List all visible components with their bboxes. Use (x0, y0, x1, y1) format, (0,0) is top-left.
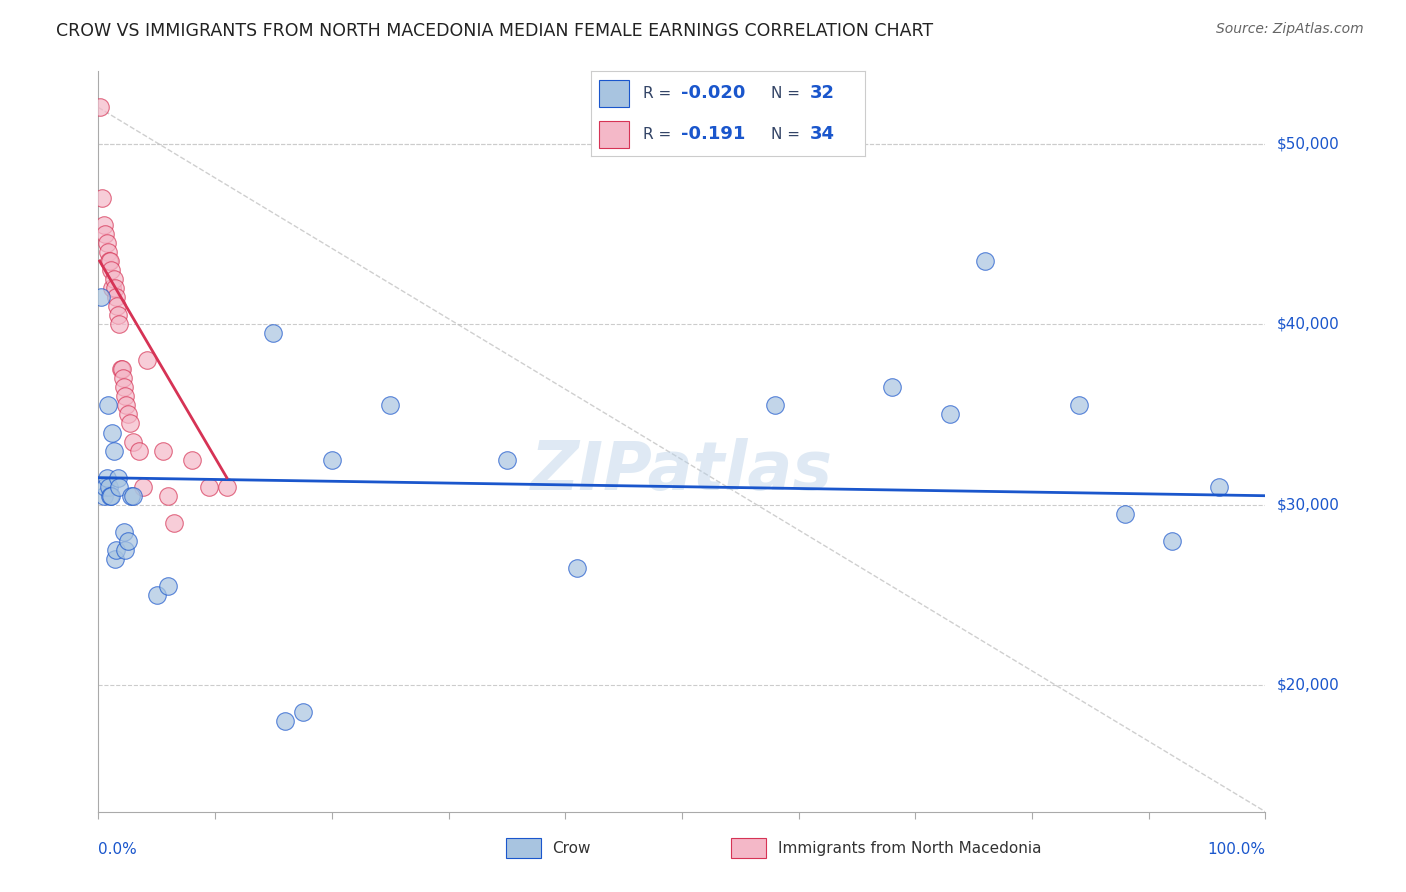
Point (939, 408, 962, 422)
Text: R =: R = (643, 127, 681, 142)
Bar (599, 120, 628, 147)
Text: 34: 34 (810, 125, 835, 143)
Point (98, 489, 121, 503)
Point (100, 263, 122, 277)
Point (1067, 399, 1090, 413)
Point (496, 452, 519, 467)
Point (105, 299, 128, 313)
Text: N =: N = (772, 127, 806, 142)
Point (157, 579, 180, 593)
Point (763, 399, 786, 413)
Text: -0.020: -0.020 (681, 85, 745, 103)
Point (112, 380, 135, 394)
Text: 0.0%: 0.0% (98, 842, 138, 857)
Point (108, 317, 131, 331)
Point (1161, 533, 1184, 548)
Point (128, 443, 150, 458)
Text: $50,000: $50,000 (1277, 136, 1340, 151)
Point (136, 353, 159, 368)
Point (321, 452, 343, 467)
Point (111, 371, 134, 385)
Point (163, 516, 186, 530)
Point (97, 254, 120, 268)
Point (90, 290, 112, 304)
Point (146, 588, 169, 602)
Point (132, 480, 155, 494)
Point (93, 218, 115, 232)
Point (94, 227, 117, 241)
Bar (599, 80, 628, 107)
Point (103, 443, 125, 458)
Text: 100.0%: 100.0% (1208, 842, 1265, 857)
Text: $20,000: $20,000 (1277, 678, 1340, 693)
Point (117, 408, 139, 422)
Point (101, 281, 124, 295)
Point (198, 480, 221, 494)
Text: N =: N = (772, 86, 806, 101)
Point (114, 542, 136, 557)
Text: $40,000: $40,000 (1277, 317, 1340, 332)
Point (120, 489, 142, 503)
Text: ZIPatlas: ZIPatlas (531, 438, 832, 504)
Point (96, 235, 118, 250)
Point (215, 480, 238, 494)
Point (97, 244, 120, 259)
Point (115, 399, 138, 413)
Point (107, 308, 129, 322)
Point (96, 470, 118, 484)
Point (94, 480, 117, 494)
Point (104, 552, 127, 566)
Point (107, 470, 129, 484)
Point (1208, 480, 1230, 494)
Point (104, 281, 127, 295)
Text: -0.191: -0.191 (681, 125, 745, 143)
Text: 32: 32 (810, 85, 835, 103)
Point (565, 561, 588, 575)
Point (262, 326, 284, 341)
Point (110, 362, 132, 376)
Text: Crow: Crow (553, 841, 591, 855)
Point (974, 254, 997, 268)
Point (112, 524, 135, 539)
Text: Source: ZipAtlas.com: Source: ZipAtlas.com (1216, 22, 1364, 37)
Point (880, 380, 903, 394)
Point (100, 489, 122, 503)
Point (97, 399, 120, 413)
Point (97, 480, 120, 494)
Point (118, 417, 141, 431)
Text: $30,000: $30,000 (1277, 497, 1340, 512)
Point (117, 533, 139, 548)
Point (108, 480, 131, 494)
Point (380, 399, 402, 413)
Point (114, 389, 136, 403)
Point (98, 254, 121, 268)
Point (291, 706, 314, 720)
Point (90, 191, 112, 205)
Point (122, 489, 145, 503)
Point (152, 443, 174, 458)
Point (103, 272, 125, 286)
Text: Immigrants from North Macedonia: Immigrants from North Macedonia (778, 841, 1040, 855)
Point (104, 542, 127, 557)
Text: R =: R = (643, 86, 676, 101)
Point (93, 489, 115, 503)
Point (122, 434, 145, 449)
Point (104, 290, 127, 304)
Point (111, 362, 134, 376)
Point (274, 714, 297, 729)
Point (1114, 507, 1136, 521)
Point (89, 100, 111, 114)
Point (157, 489, 180, 503)
Text: CROW VS IMMIGRANTS FROM NORTH MACEDONIA MEDIAN FEMALE EARNINGS CORRELATION CHART: CROW VS IMMIGRANTS FROM NORTH MACEDONIA … (56, 22, 934, 40)
Point (180, 452, 202, 467)
Point (101, 425, 124, 440)
